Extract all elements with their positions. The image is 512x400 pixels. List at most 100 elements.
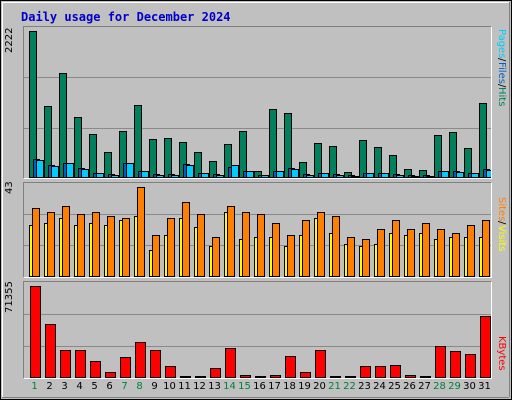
kbytes-bar-day-17 [270,375,281,378]
kbytes-bar-day-18 [285,356,296,378]
pages-bar-day-15 [246,171,254,178]
sites-bar-day-23 [362,239,370,277]
sites-bar-day-25 [392,220,400,277]
x-tick-label-day-14: 14 [223,381,236,392]
frame-shadow-bottom [2,397,509,398]
hits-bar-day-1 [29,31,37,178]
sites-bar-day-6 [107,216,115,277]
sites-bar-day-9 [152,235,160,277]
kbytes-bar-day-30 [465,354,476,378]
sites-bar-day-1 [32,208,40,277]
visits-ymax-label: 43 [4,181,15,194]
x-tick-label-day-3: 3 [61,381,68,392]
sites-bar-day-11 [182,202,190,277]
visits-legend: Sites / Visits [493,197,507,277]
kbytes-bar-day-31 [480,316,491,378]
sites-bar-day-20 [317,212,325,277]
pages-bar-day-31 [486,170,491,178]
sites-bar-day-28 [437,229,445,277]
sites-bar-day-14 [227,206,235,277]
hits-legend: Pages / Files / Hits [493,29,507,179]
pages-bar-day-1 [36,160,44,178]
pages-bar-day-2 [51,166,59,178]
x-tick-label-day-9: 9 [151,381,158,392]
kbytes-bar-day-1 [30,286,41,378]
pages-bar-day-17 [276,171,284,178]
sites-bar-day-2 [47,212,55,277]
sites-bar-day-21 [332,216,340,277]
hits-bar-day-31 [479,103,487,178]
gridline [24,346,491,347]
sites-bar-day-17 [272,223,280,277]
kbytes-bar-day-11 [180,376,191,378]
pages-bar-day-20 [321,173,329,178]
pages-bar-day-28 [441,171,449,178]
chart-title: Daily usage for December 2024 [21,10,231,24]
sites-bar-day-30 [467,225,475,277]
pages-bar-day-30 [471,173,479,178]
x-tick-label-day-25: 25 [388,381,401,392]
gridline [24,128,491,129]
x-tick-label-day-31: 31 [478,381,491,392]
sites-bar-day-16 [257,214,265,277]
sites-bar-day-22 [347,237,355,277]
x-tick-label-day-26: 26 [403,381,416,392]
pages-bar-day-13 [216,175,224,178]
kbytes-bar-day-25 [390,365,401,378]
kbytes-bar-day-3 [60,350,71,378]
pages-bar-day-10 [171,175,179,178]
kbytes-bar-day-7 [120,357,131,378]
x-tick-label-day-7: 7 [121,381,128,392]
sites-bar-day-12 [197,214,205,277]
x-tick-label-day-19: 19 [298,381,311,392]
kbytes-bar-day-10 [165,366,176,378]
x-tick-label-day-23: 23 [358,381,371,392]
kbytes-bar-day-20 [315,350,326,378]
sites-bar-day-15 [242,212,250,277]
frame-highlight-left [2,2,3,397]
kbytes-panel [23,281,492,379]
sites-bar-day-19 [302,220,310,277]
pages-bar-day-18 [291,169,299,178]
hits-ymax-label: 2222 [4,28,15,54]
sites-bar-day-5 [92,212,100,277]
x-tick-label-day-22: 22 [343,381,356,392]
kbytes-bar-day-8 [135,342,146,378]
pages-bar-day-25 [396,175,404,178]
sites-bar-day-3 [62,206,70,277]
hits-bar-day-17 [269,109,277,178]
pages-bar-day-26 [411,176,419,178]
kbytes-bar-day-21 [330,376,341,378]
kbytes-bar-day-27 [420,376,431,378]
hits-bar-day-10 [164,138,172,178]
hits-bar-day-5 [89,134,97,178]
pages-bar-day-27 [426,176,434,178]
x-tick-label-day-15: 15 [238,381,251,392]
kbytes-bar-day-2 [45,324,56,378]
pages-bar-day-7 [126,163,134,178]
pages-bar-day-21 [336,175,344,178]
x-tick-label-day-16: 16 [253,381,266,392]
sites-bar-day-13 [212,237,220,277]
x-tick-label-day-8: 8 [136,381,143,392]
pages-bar-day-29 [456,172,464,178]
legend-part: Visits [496,224,507,252]
sites-bar-day-27 [422,223,430,277]
pages-bar-day-19 [306,175,314,178]
visits-panel [23,182,492,278]
sites-bar-day-31 [482,220,490,277]
frame-shadow-right [509,2,510,397]
pages-bar-day-11 [186,165,194,178]
kbytes-bar-day-19 [300,372,311,378]
hits-bar-day-8 [134,105,142,178]
pages-bar-day-16 [261,175,269,178]
gridline [24,77,491,78]
pages-bar-day-4 [81,169,89,178]
kbytes-bar-day-4 [75,350,86,378]
kbytes-bar-day-28 [435,346,446,378]
kbytes-bar-day-23 [360,366,371,378]
sites-bar-day-10 [167,218,175,277]
frame-highlight-top [2,2,509,3]
kbytes-bar-day-22 [345,376,356,378]
kbytes-bar-day-16 [255,376,266,378]
